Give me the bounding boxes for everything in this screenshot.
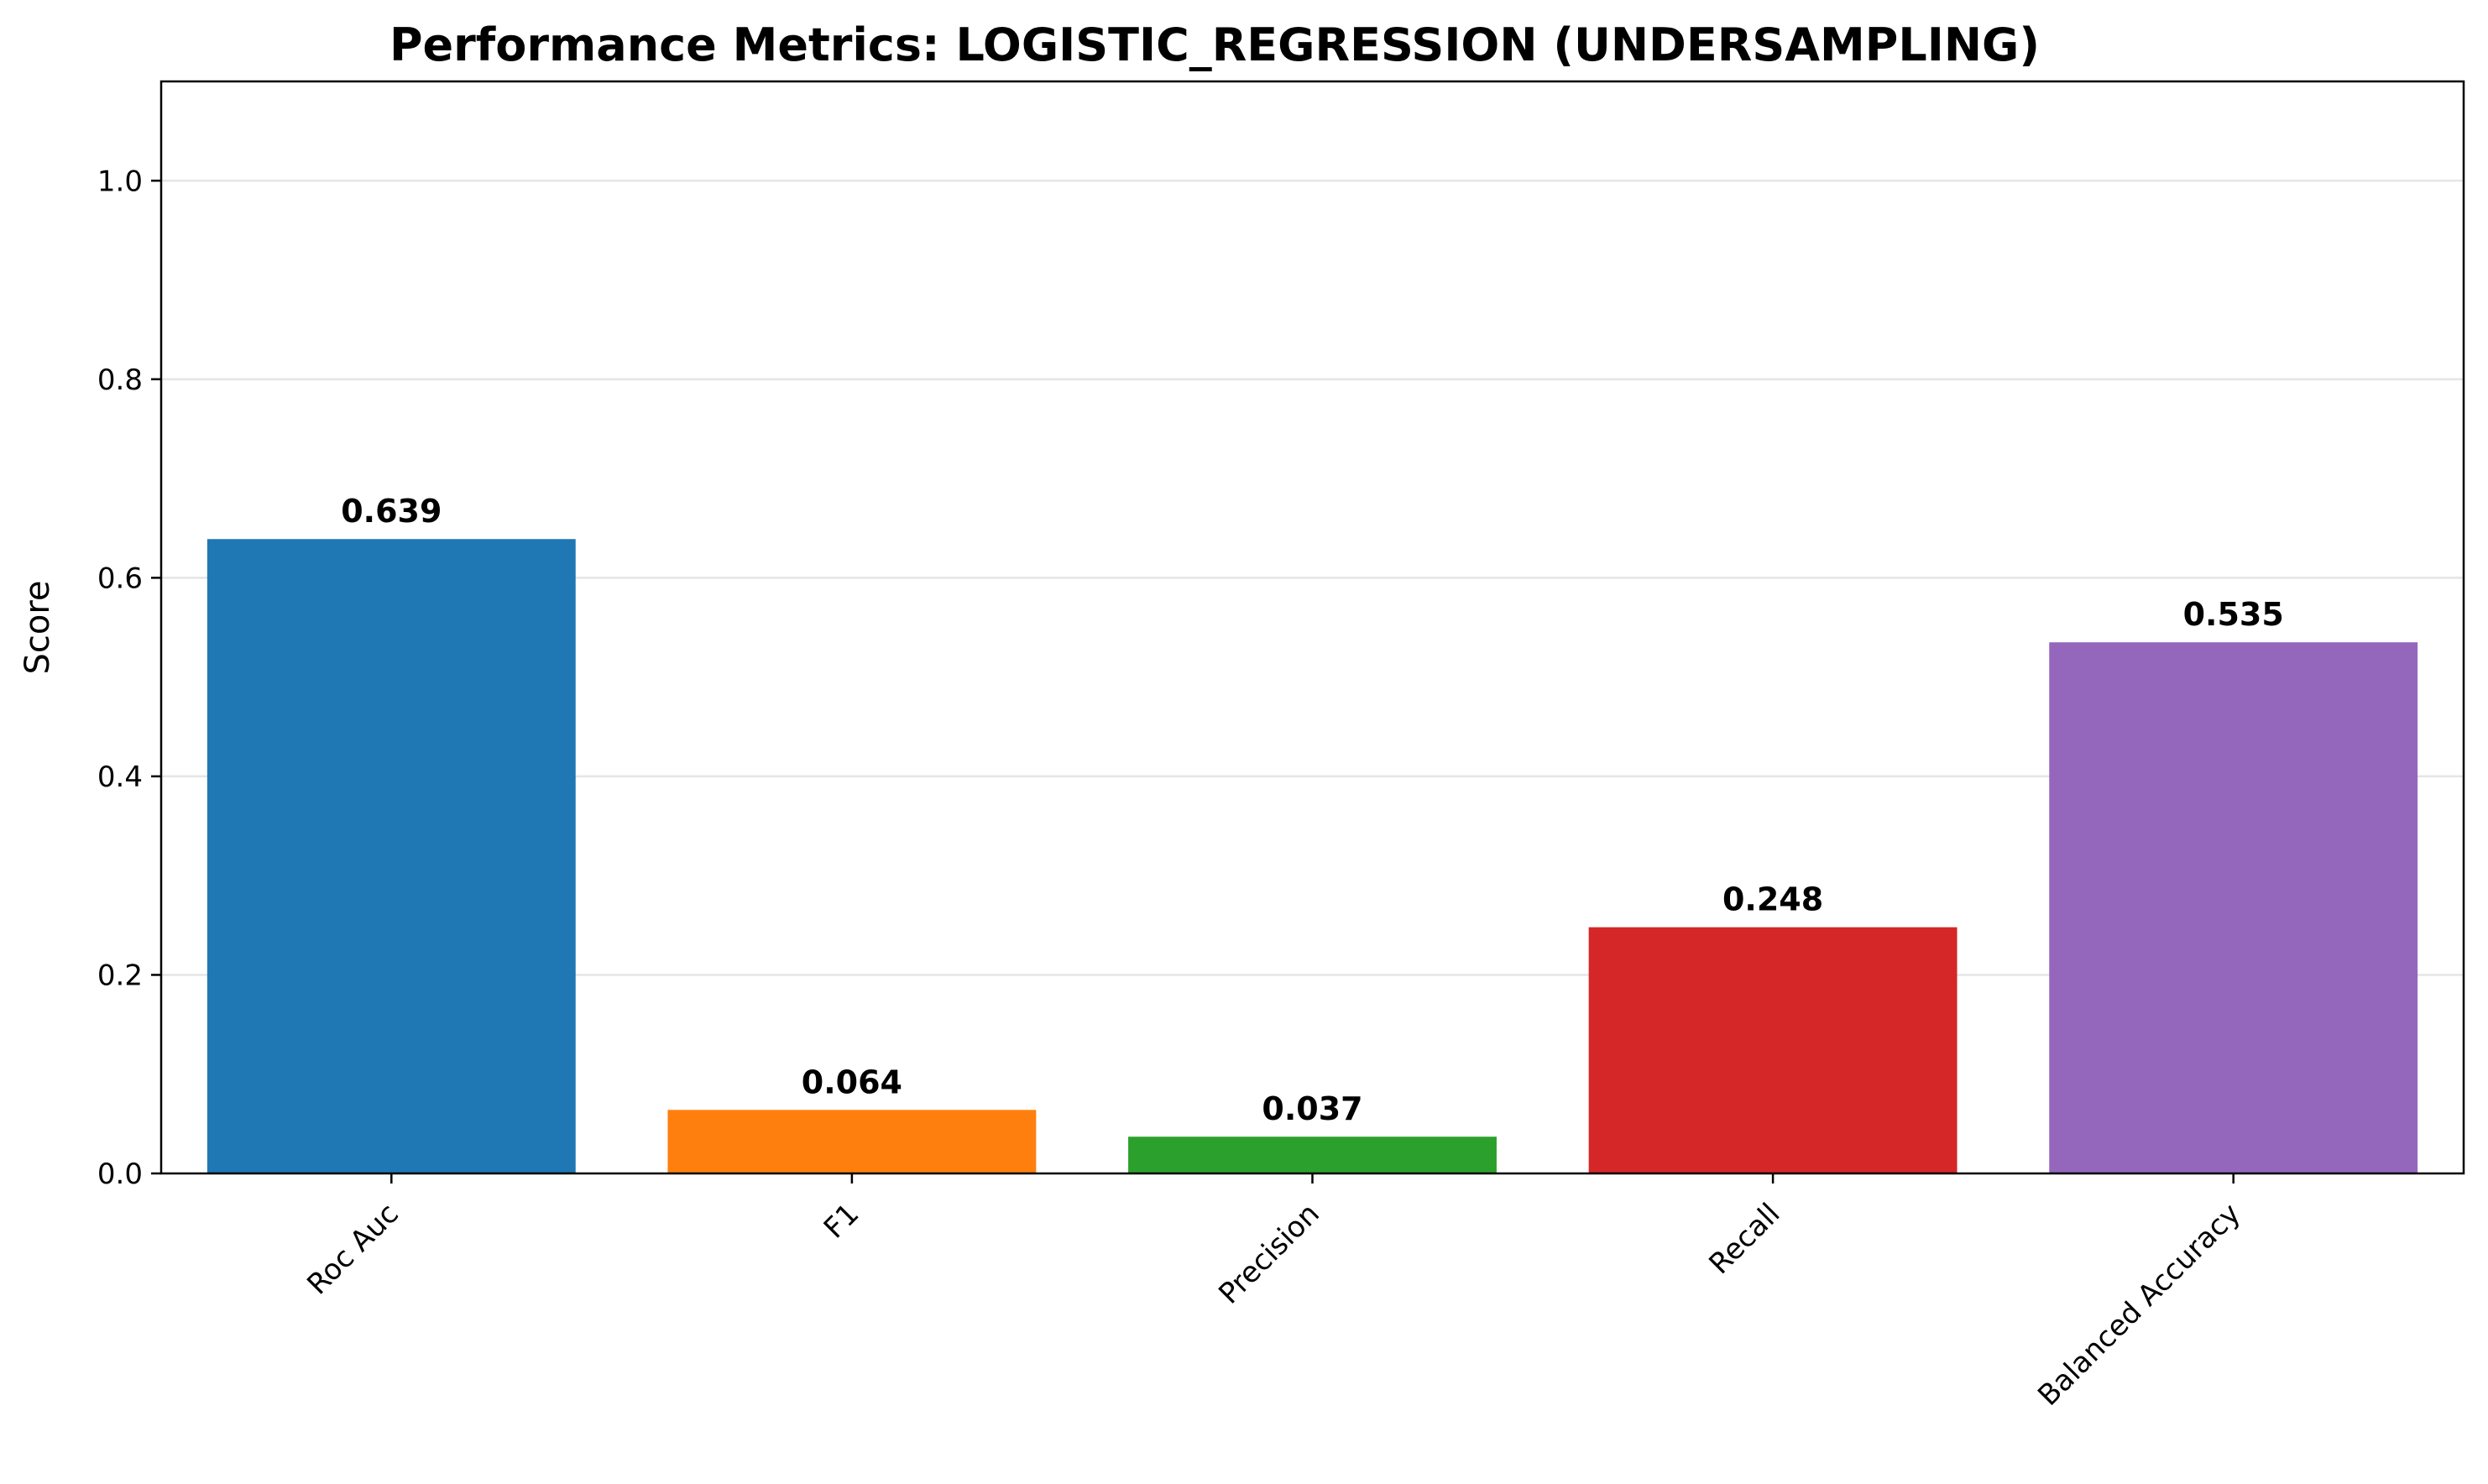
bar-precision [1128,1137,1497,1173]
bar-recall [1588,927,1957,1173]
bar-balanced-accuracy [2049,642,2418,1173]
value-label-4: 0.535 [2183,596,2284,633]
value-label-3: 0.248 [1722,881,1823,918]
y-tick-label-3: 0.6 [97,562,143,595]
value-label-2: 0.037 [1262,1090,1362,1127]
value-label-1: 0.064 [802,1063,902,1100]
y-tick-label-2: 0.4 [97,760,143,794]
y-tick-label-1: 0.2 [97,959,143,992]
chart-title: Performance Metrics: LOGISTIC_REGRESSION… [389,18,2040,71]
y-axis-label: Score [18,580,57,674]
y-tick-label-0: 0.0 [97,1157,143,1191]
bar-f1 [667,1110,1037,1173]
bars [206,539,2418,1173]
y-tick-label-5: 1.0 [97,165,143,198]
bar-roc-auc [206,539,576,1173]
value-labels: 0.639 0.064 0.037 0.248 0.535 [341,493,2284,1127]
y-ticks: 0.0 0.2 0.4 0.6 0.8 1.0 [97,165,161,1191]
value-label-0: 0.639 [341,493,442,530]
y-tick-label-4: 0.8 [97,363,143,397]
